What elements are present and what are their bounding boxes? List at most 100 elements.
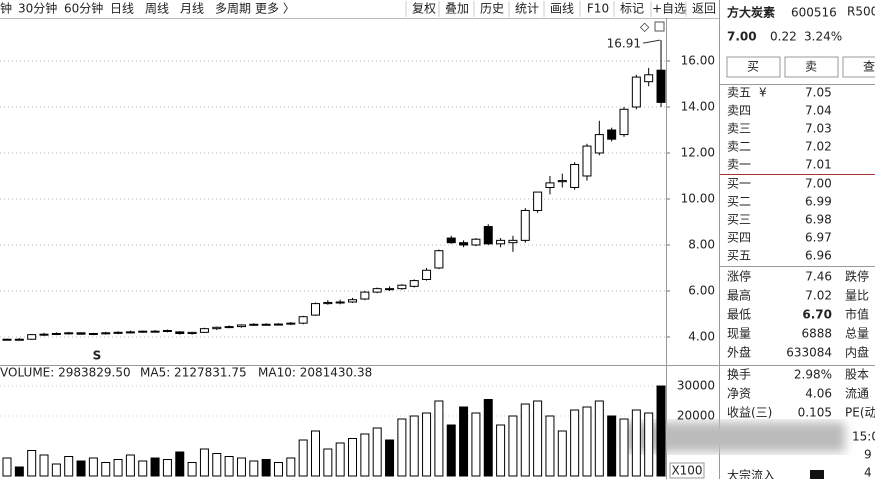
toolbar-tab[interactable]: 钟	[0, 1, 12, 16]
toolbar-tab[interactable]: 月线	[180, 2, 204, 16]
candle-body	[261, 323, 271, 326]
candle-body	[51, 332, 61, 335]
stat-label: PE(动	[845, 406, 875, 420]
candle-body	[39, 333, 49, 336]
y-tick-label: 4.00	[688, 329, 715, 343]
volume-bar	[545, 415, 555, 477]
order-label: 买二	[727, 195, 751, 209]
stat-label: 涨停	[727, 269, 751, 284]
volume-bar	[520, 403, 530, 477]
volume-legend: MA10: 2081430.38	[258, 366, 372, 380]
toolbar-button[interactable]: 复权	[412, 2, 436, 16]
toolbar-button[interactable]: 叠加	[445, 2, 469, 16]
volume-bar	[261, 459, 271, 477]
stat-value: 7.02	[805, 289, 832, 303]
stock-name: 方大炭素	[727, 5, 775, 20]
trade-button-label[interactable]: 买	[747, 60, 759, 74]
candle-body	[348, 299, 358, 303]
volume-bar	[348, 438, 358, 477]
order-price: 6.96	[805, 249, 832, 263]
volume-bar	[27, 450, 37, 477]
side-value: 4	[864, 466, 872, 479]
toolbar-button[interactable]: 统计	[515, 2, 539, 16]
volume-bar	[212, 453, 222, 477]
candle-body	[224, 326, 234, 329]
candle-body	[175, 331, 185, 334]
flow-bar	[810, 470, 824, 479]
toolbar-tab[interactable]: 周线	[145, 2, 169, 16]
toolbar-tab[interactable]: 更多 〉	[255, 2, 295, 16]
candle-body	[594, 134, 604, 154]
candle-body	[582, 145, 592, 177]
y-tick-label: 10.00	[681, 191, 715, 205]
stat-value: 7.46	[805, 270, 832, 284]
order-price: 7.02	[805, 140, 832, 154]
icon: ◇	[640, 20, 650, 34]
volume-bar	[360, 433, 370, 477]
trade-button-label[interactable]: 查	[863, 60, 875, 74]
toolbar-button[interactable]: 历史	[480, 2, 504, 16]
toolbar-button[interactable]: 标记	[620, 2, 644, 16]
toolbar-tab[interactable]: 60分钟	[64, 1, 103, 16]
order-label: 卖四	[727, 104, 751, 118]
candle-body	[14, 338, 24, 341]
toolbar-button[interactable]: 返回	[692, 2, 716, 16]
stat-label: 净资	[727, 387, 751, 401]
trade-button[interactable]	[842, 56, 875, 78]
volume-bar	[298, 439, 308, 477]
stat-label: 流通	[845, 387, 869, 401]
y-tick-label: 30000	[677, 379, 715, 393]
trade-button-label[interactable]: 卖	[805, 60, 817, 74]
candle-body	[631, 76, 641, 108]
volume-bar	[199, 448, 209, 477]
volume-bar	[51, 463, 61, 477]
order-label: 买五	[727, 249, 751, 263]
order-price: 7.00	[805, 177, 832, 191]
volume-bar	[113, 459, 123, 477]
stat-value: 0.105	[798, 406, 832, 420]
volume-bar	[150, 457, 160, 477]
volume-bar	[64, 456, 74, 477]
volume-bar	[656, 385, 666, 477]
candle-body	[64, 332, 74, 335]
y-tick-label: 16.00	[681, 54, 715, 68]
toolbar-button[interactable]: F10	[587, 2, 609, 16]
trade-button[interactable]	[784, 56, 839, 78]
candle-body	[557, 180, 567, 183]
volume-bar	[557, 430, 567, 477]
volume-bar	[594, 400, 604, 477]
candle-body	[113, 331, 123, 334]
toolbar-tab[interactable]: 30分钟	[18, 1, 57, 16]
stat-label: 市值	[845, 307, 869, 322]
volume-bar	[607, 415, 617, 477]
toolbar-button[interactable]: +自选	[652, 2, 686, 16]
stat-value: 6888	[801, 327, 832, 341]
volume-bar	[311, 430, 320, 477]
toolbar-tab[interactable]: 日线	[110, 2, 134, 16]
candle-body	[397, 284, 407, 290]
order-price: 7.03	[805, 122, 832, 136]
volume-bar	[162, 459, 172, 477]
candle-body	[385, 288, 395, 291]
toolbar-tab[interactable]: 多周期	[215, 2, 251, 16]
candle-body	[249, 323, 259, 326]
volume-bar	[409, 415, 419, 477]
order-price: 6.98	[805, 213, 832, 227]
volume-bar	[397, 418, 407, 477]
toolbar-button[interactable]: 画线	[550, 2, 574, 16]
volume-bar	[138, 460, 148, 477]
volume-bar	[508, 415, 518, 477]
trade-button[interactable]	[726, 56, 781, 78]
volume-bar	[471, 412, 481, 477]
volume-legend: VOLUME: 2983829.50	[0, 366, 131, 380]
y-tick-label: 14.00	[681, 99, 715, 113]
change-percent: 3.24%	[804, 30, 842, 44]
volume-bar	[459, 406, 469, 477]
volume-bar	[323, 448, 333, 477]
candle-body	[212, 326, 222, 330]
volume-bar	[88, 457, 98, 477]
order-label: 买三	[727, 213, 751, 227]
stat-label: 最低	[727, 308, 751, 322]
volume-bar	[570, 409, 580, 477]
